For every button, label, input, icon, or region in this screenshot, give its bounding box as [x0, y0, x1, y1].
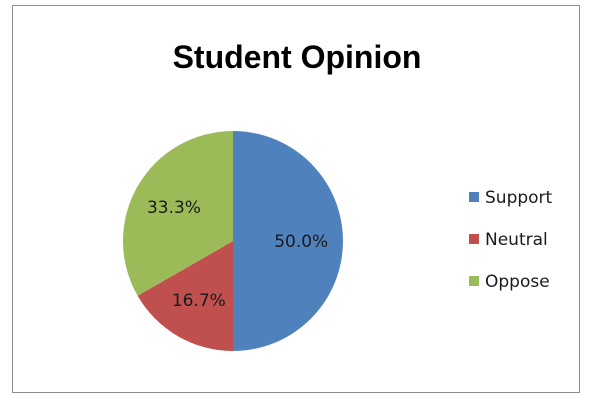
legend-label-support: Support: [485, 188, 553, 208]
legend-label-oppose: Oppose: [485, 272, 550, 292]
pie-data-labels: 50.0% 16.7% 33.3%: [147, 198, 328, 311]
legend-label-neutral: Neutral: [485, 230, 548, 250]
data-label-support: 50.0%: [274, 232, 328, 252]
legend: Support Neutral Oppose: [469, 188, 553, 292]
pie-slice-support: [233, 131, 343, 351]
pie-slice-oppose: [122, 131, 233, 296]
data-label-oppose: 33.3%: [147, 198, 201, 218]
pie-slices: [122, 131, 343, 351]
data-label-neutral: 16.7%: [172, 291, 226, 311]
legend-swatch-support: [469, 192, 479, 202]
pie-slice-neutral: [137, 241, 233, 351]
chart-title: Student Opinion: [173, 39, 422, 75]
legend-swatch-neutral: [469, 234, 479, 244]
legend-swatch-oppose: [469, 276, 479, 286]
